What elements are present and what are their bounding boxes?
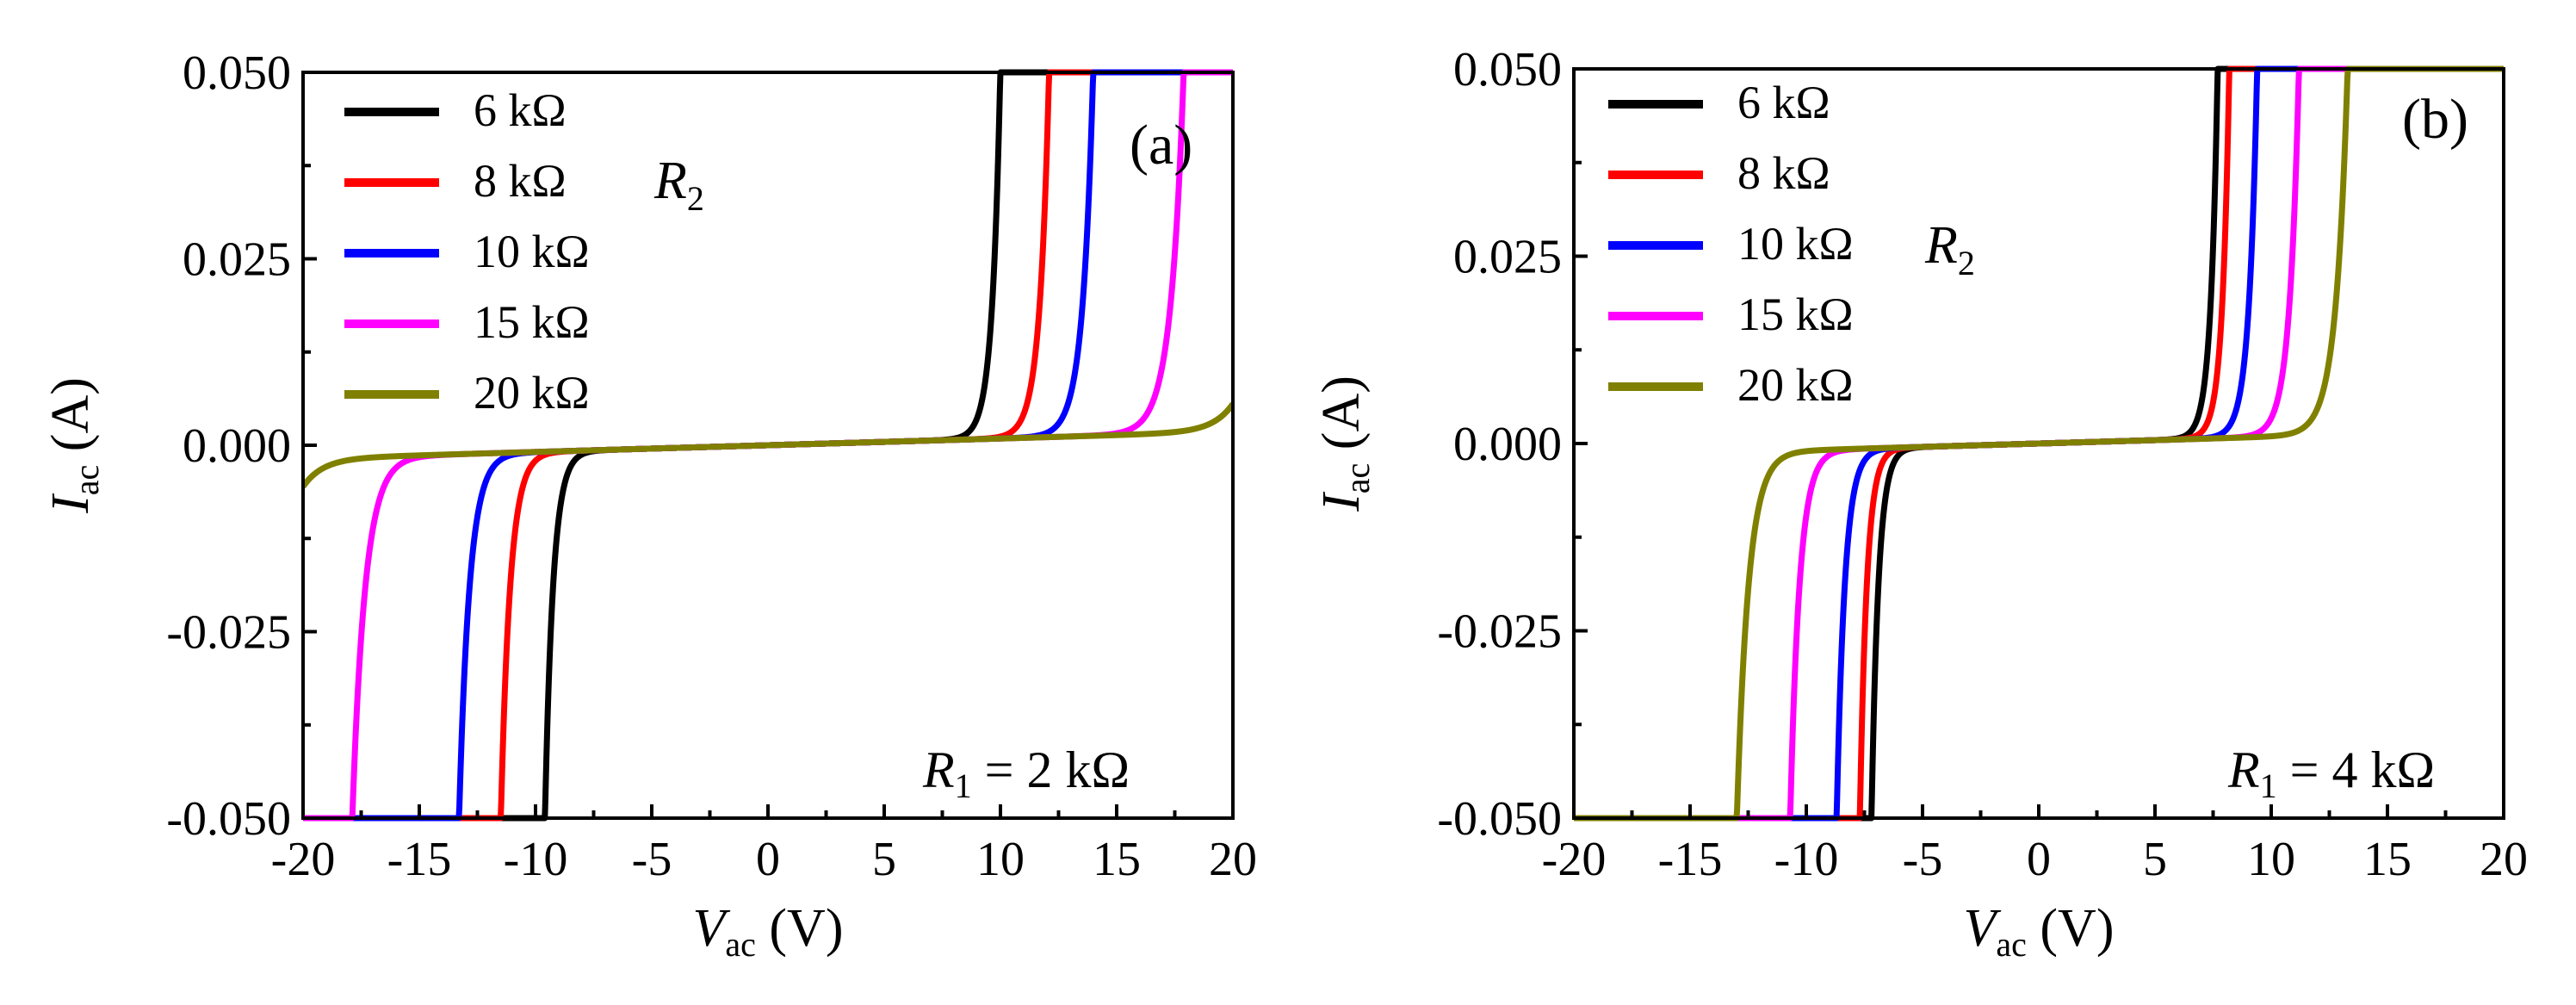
r2-legend-title: R2 (1924, 216, 1975, 282)
x-tick-label: -10 (504, 833, 568, 886)
x-tick-label: 5 (872, 833, 896, 886)
x-tick-label: 20 (1209, 833, 1257, 886)
y-tick-label: -0.050 (1437, 792, 1562, 846)
y-tick-label: 0.050 (1453, 43, 1562, 96)
x-tick-label: 20 (2480, 833, 2528, 886)
y-tick-label: 0.025 (183, 233, 291, 287)
legend-entry: 20 kΩ (474, 367, 590, 419)
legend-entry: 8 kΩ (1737, 147, 1830, 199)
y-axis-label: Iac (A) (1312, 375, 1377, 512)
y-tick-label: -0.050 (166, 792, 291, 846)
x-tick-label: -15 (387, 833, 452, 886)
x-tick-label: 0 (2027, 833, 2051, 886)
legend-entry: 20 kΩ (1737, 359, 1854, 411)
x-axis-label: Vac (V) (1964, 899, 2115, 964)
legend-entry: 15 kΩ (474, 296, 590, 348)
series-line-20kohm (1574, 65, 2504, 822)
y-axis-label: Iac (A) (41, 377, 106, 514)
y-tick-label: -0.025 (1437, 605, 1562, 659)
x-tick-label: 5 (2143, 833, 2167, 886)
y-tick-label: 0.000 (183, 419, 291, 473)
legend-entry: 10 kΩ (1737, 218, 1854, 270)
series-line-20kohm (303, 401, 1233, 489)
x-tick-label: 15 (2363, 833, 2412, 886)
plot-area (1574, 65, 2504, 822)
r2-legend-title: R2 (653, 152, 704, 218)
x-tick-label: 10 (976, 833, 1025, 886)
plot-area (303, 69, 1233, 822)
legend-entry: 15 kΩ (1737, 288, 1854, 340)
x-tick-label: -5 (1903, 833, 1943, 886)
chart-panel-b: -20 -15 -10 -5 0 5 10 15 20 -0.050 -0.025 0.000 0.02… (1312, 43, 2528, 964)
x-axis-label: Vac (V) (693, 899, 844, 964)
legend-entry: 10 kΩ (474, 226, 590, 277)
x-tick-label: 10 (2247, 833, 2295, 886)
x-tick-label: -20 (271, 833, 336, 886)
x-tick-label: 15 (1093, 833, 1141, 886)
r1-annotation: R1 = 2 kΩ (922, 741, 1130, 805)
legend: 6 kΩ 8 kΩ 10 kΩ 15 kΩ 20 kΩ (344, 84, 590, 419)
legend-entry: 8 kΩ (474, 155, 567, 207)
legend: 6 kΩ 8 kΩ 10 kΩ 15 kΩ 20 kΩ (1608, 77, 1854, 411)
panel-label: (a) (1130, 114, 1192, 177)
legend-entry: 6 kΩ (474, 84, 567, 136)
y-tick-label: -0.025 (166, 606, 291, 660)
chart-panel-a: -20 -15 -10 -5 0 5 10 15 20 -0.050 -0.025 0.000 0.02… (41, 47, 1257, 964)
x-tick-label: 0 (756, 833, 780, 886)
x-tick-label: -10 (1774, 833, 1839, 886)
legend-entry: 6 kΩ (1737, 77, 1830, 128)
x-tick-label: -5 (632, 833, 672, 886)
y-tick-label: 0.000 (1453, 418, 1562, 471)
panel-label: (b) (2402, 88, 2468, 151)
x-tick-label: -20 (1542, 833, 1607, 886)
y-tick-label: 0.050 (183, 47, 291, 100)
y-tick-label: 0.025 (1453, 231, 1562, 284)
x-tick-label: -15 (1658, 833, 1723, 886)
r1-annotation: R1 = 4 kΩ (2227, 741, 2435, 805)
